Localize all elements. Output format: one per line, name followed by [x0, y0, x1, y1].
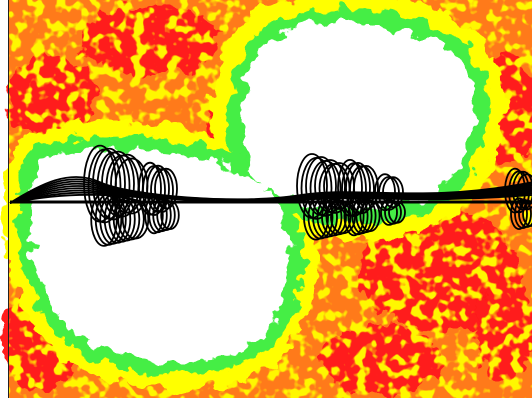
loop	[351, 197, 373, 235]
loop	[316, 197, 343, 238]
loop	[514, 198, 532, 229]
loop	[522, 200, 532, 227]
loop	[516, 173, 532, 211]
loop	[321, 198, 347, 237]
loop	[160, 200, 180, 231]
loop	[148, 197, 168, 234]
loop	[380, 198, 398, 226]
loop	[359, 199, 381, 233]
loop	[94, 192, 123, 246]
loop	[108, 196, 136, 243]
loop	[518, 199, 532, 228]
loop-curves	[9, 144, 532, 247]
loop	[156, 199, 176, 232]
loop	[384, 199, 402, 225]
loop	[388, 200, 406, 224]
loop	[152, 198, 172, 233]
loop	[154, 167, 178, 210]
wave	[9, 176, 532, 204]
loop	[103, 194, 132, 244]
loop	[510, 197, 528, 231]
white-region	[240, 22, 475, 210]
loop	[337, 158, 363, 217]
loop	[112, 197, 141, 242]
loop	[144, 196, 164, 235]
loop	[353, 164, 379, 211]
loop	[347, 196, 369, 236]
loop	[121, 199, 150, 240]
loop	[117, 198, 145, 241]
loop	[355, 198, 377, 234]
loop	[382, 176, 404, 209]
